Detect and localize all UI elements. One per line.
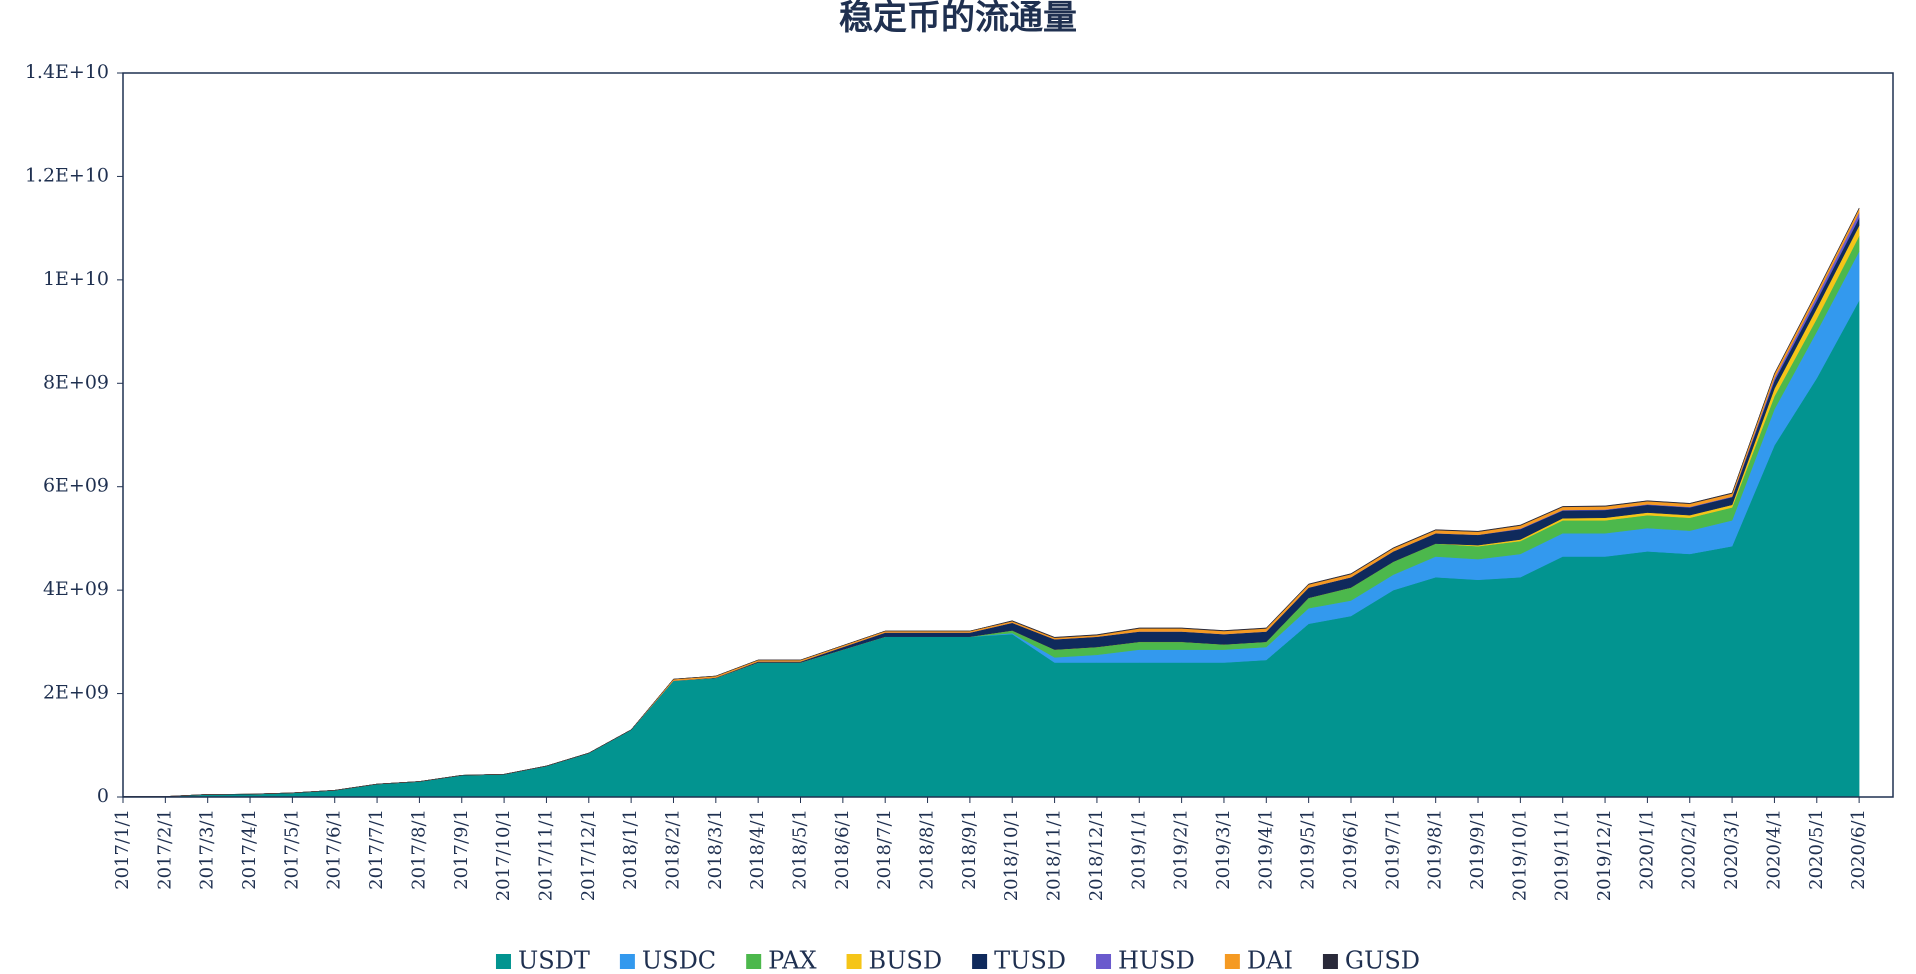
- x-tick-label: 2020/1/1: [1636, 809, 1657, 890]
- y-tick-label: 1E+10: [43, 268, 109, 290]
- y-tick-label: 1.4E+10: [25, 61, 109, 83]
- x-tick-label: 2018/4/1: [747, 809, 768, 890]
- plot-area: 0 2E+09 4E+09 6E+09 8E+09 1E+10 1.2E+10 1.4E+10…: [25, 61, 1894, 901]
- x-tick-label: 2017/1/1: [112, 809, 133, 890]
- x-tick-label: 2017/4/1: [239, 809, 260, 890]
- legend-item: TUSD: [972, 947, 1066, 974]
- x-tick-label: 2018/2/1: [662, 809, 683, 890]
- y-tick-label: 0: [97, 785, 109, 807]
- x-tick-label: 2019/3/1: [1213, 809, 1234, 890]
- x-tick-label: 2019/10/1: [1509, 809, 1530, 901]
- x-tick-label: 2018/10/1: [1001, 809, 1022, 901]
- x-tick-label: 2019/5/1: [1298, 809, 1319, 890]
- legend-item: HUSD: [1096, 947, 1195, 974]
- area: [123, 207, 1860, 797]
- y-tick-label: 2E+09: [43, 682, 109, 704]
- legend-label: USDC: [642, 947, 716, 974]
- x-tick-label: 2017/6/1: [324, 809, 345, 890]
- legend-item: USDT: [495, 947, 590, 974]
- legend-item: USDC: [619, 947, 716, 974]
- legend-label: BUSD: [869, 947, 943, 974]
- legend-swatch: [746, 954, 762, 969]
- legend-swatch: [619, 954, 635, 969]
- x-tick-label: 2019/12/1: [1594, 809, 1615, 901]
- legend-item: PAX: [746, 947, 817, 974]
- x-tick-label: 2019/2/1: [1171, 809, 1192, 890]
- x-tick-label: 2018/8/1: [917, 809, 938, 890]
- legend-label: HUSD: [1118, 947, 1195, 974]
- x-tick-label: 2017/3/1: [197, 809, 218, 890]
- x-tick-label: 2017/7/1: [366, 809, 387, 890]
- legend-swatch: [1322, 954, 1338, 969]
- x-tick-label: 2017/2/1: [154, 809, 175, 890]
- legend-swatch: [495, 954, 511, 969]
- x-tick-label: 2019/7/1: [1382, 809, 1403, 890]
- x-tick-label: 2018/5/1: [790, 809, 811, 890]
- legend-swatch: [1224, 954, 1240, 969]
- x-tick-label: 2019/9/1: [1467, 809, 1488, 890]
- x-tick-label: 2019/11/1: [1552, 809, 1573, 901]
- legend-item: DAI: [1224, 947, 1293, 974]
- plot-border: [122, 72, 1894, 798]
- y-tick-label: 6E+09: [43, 475, 109, 497]
- legend-label: DAI: [1247, 947, 1293, 974]
- x-tick-label: 2020/2/1: [1679, 809, 1700, 890]
- x-tick-label: 2020/5/1: [1806, 809, 1827, 890]
- x-tick-label: 2018/11/1: [1044, 809, 1065, 901]
- legend-label: USDT: [518, 947, 590, 974]
- legend-label: GUSD: [1345, 947, 1420, 974]
- x-tick-label: 2017/9/1: [451, 809, 472, 890]
- x-tick-label: 2020/3/1: [1721, 809, 1742, 890]
- legend-label: PAX: [768, 947, 816, 974]
- x-tick-label: 2017/12/1: [578, 809, 599, 901]
- x-tick-label: 2018/6/1: [832, 809, 853, 890]
- legend-swatch: [972, 954, 988, 969]
- legend-label: TUSD: [994, 947, 1066, 974]
- x-tick-label: 2018/9/1: [959, 809, 980, 890]
- legend-swatch: [846, 954, 862, 969]
- x-tick-label: 2018/1/1: [620, 809, 641, 890]
- legend: USDT USDC PAX BUSD TUSD HUSD DAI GUSD: [495, 947, 1420, 974]
- y-tick-label: 8E+09: [43, 371, 109, 393]
- legend-item: GUSD: [1322, 947, 1420, 974]
- x-tick-label: 2019/6/1: [1340, 809, 1361, 890]
- y-tick-label: 1.2E+10: [25, 164, 109, 186]
- x-tick-label: 2018/12/1: [1086, 809, 1107, 901]
- chart-title: 稳定币的流通量: [839, 0, 1077, 38]
- x-tick-label: 2017/11/1: [535, 809, 556, 901]
- x-tick-label: 2020/4/1: [1763, 809, 1784, 890]
- x-tick-label: 2020/6/1: [1848, 809, 1869, 890]
- x-tick-label: 2019/8/1: [1425, 809, 1446, 890]
- x-tick-label: 2018/7/1: [874, 809, 895, 890]
- legend-item: BUSD: [846, 947, 943, 974]
- x-tick-label: 2017/8/1: [408, 809, 429, 890]
- legend-swatch: [1096, 954, 1112, 969]
- x-tick-label: 2017/10/1: [493, 809, 514, 901]
- x-tick-label: 2019/4/1: [1255, 809, 1276, 890]
- x-tick-label: 2017/5/1: [281, 809, 302, 890]
- x-tick-label: 2019/1/1: [1128, 809, 1149, 890]
- x-tick-label: 2018/3/1: [705, 809, 726, 890]
- y-tick-label: 4E+09: [43, 578, 109, 600]
